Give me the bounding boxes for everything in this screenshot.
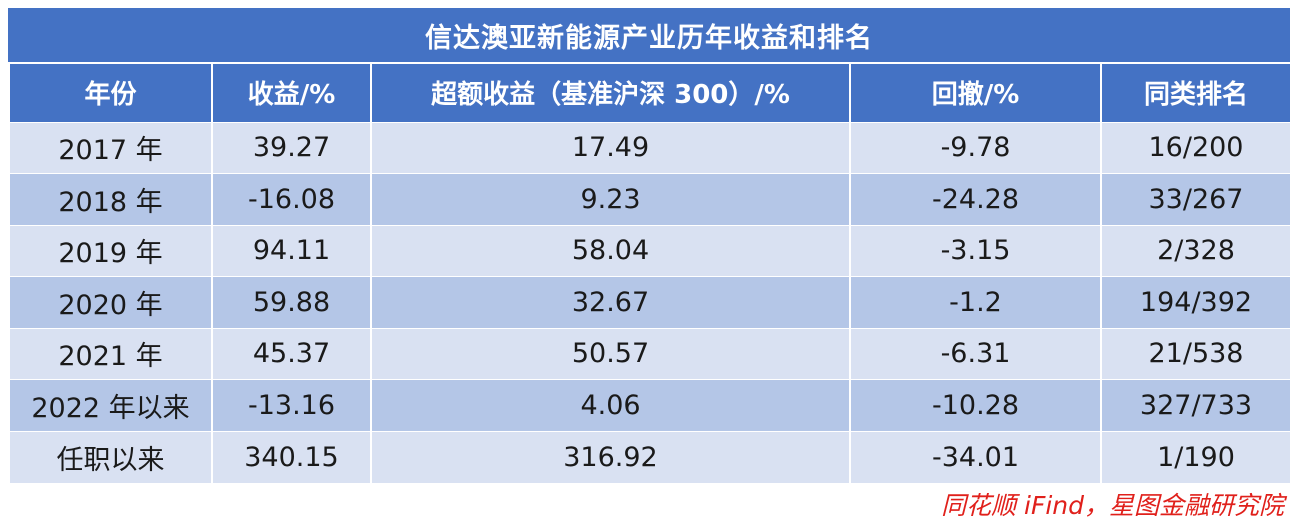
cell-drawdown: -9.78 (849, 121, 1102, 174)
table-row: 2021 年 45.37 50.57 -6.31 21/538 (8, 327, 1292, 380)
cell-excess-return: 4.06 (370, 379, 851, 431)
cell-return: -16.08 (211, 173, 372, 225)
cell-return: -13.16 (211, 379, 372, 431)
cell-excess-return: 316.92 (370, 430, 851, 483)
cell-year: 2017 年 (8, 121, 213, 174)
table-row: 任职以来 340.15 316.92 -34.01 1/190 (8, 430, 1292, 483)
cell-year: 2021 年 (8, 327, 213, 380)
table-row: 2020 年 59.88 32.67 -1.2 194/392 (8, 276, 1292, 328)
cell-peer-rank: 21/538 (1100, 327, 1292, 380)
cell-excess-return: 9.23 (370, 173, 851, 225)
cell-return: 45.37 (211, 327, 372, 380)
ranking-table-container: 信达澳亚新能源产业历年收益和排名 年份 收益/% 超额收益（基准沪深 300）/… (8, 8, 1292, 483)
cell-year: 2019 年 (8, 224, 213, 277)
source-note: 同花顺 iFind，星图金融研究院 (941, 491, 1284, 520)
ranking-table: 年份 收益/% 超额收益（基准沪深 300）/% 回撤/% 同类排名 2017 … (8, 64, 1292, 483)
cell-return: 94.11 (211, 224, 372, 277)
table-row: 2018 年 -16.08 9.23 -24.28 33/267 (8, 173, 1292, 225)
cell-year: 2022 年以来 (8, 379, 213, 431)
cell-drawdown: -24.28 (849, 173, 1102, 225)
cell-peer-rank: 16/200 (1100, 121, 1292, 174)
cell-peer-rank: 2/328 (1100, 224, 1292, 277)
header-excess-return: 超额收益（基准沪深 300）/% (370, 64, 851, 122)
cell-peer-rank: 194/392 (1100, 276, 1292, 328)
cell-drawdown: -1.2 (849, 276, 1102, 328)
cell-drawdown: -34.01 (849, 430, 1102, 483)
header-year: 年份 (8, 64, 213, 122)
header-row: 年份 收益/% 超额收益（基准沪深 300）/% 回撤/% 同类排名 (8, 64, 1292, 122)
cell-excess-return: 50.57 (370, 327, 851, 380)
cell-drawdown: -10.28 (849, 379, 1102, 431)
header-return: 收益/% (211, 64, 372, 122)
cell-peer-rank: 1/190 (1100, 430, 1292, 483)
cell-year: 2018 年 (8, 173, 213, 225)
cell-year: 任职以来 (8, 430, 213, 483)
table-row: 2019 年 94.11 58.04 -3.15 2/328 (8, 224, 1292, 277)
header-drawdown: 回撤/% (849, 64, 1102, 122)
cell-excess-return: 17.49 (370, 121, 851, 174)
table-row: 2017 年 39.27 17.49 -9.78 16/200 (8, 121, 1292, 174)
cell-drawdown: -6.31 (849, 327, 1102, 380)
cell-year: 2020 年 (8, 276, 213, 328)
cell-peer-rank: 327/733 (1100, 379, 1292, 431)
cell-excess-return: 32.67 (370, 276, 851, 328)
cell-return: 39.27 (211, 121, 372, 174)
cell-return: 59.88 (211, 276, 372, 328)
table-row: 2022 年以来 -13.16 4.06 -10.28 327/733 (8, 379, 1292, 431)
cell-excess-return: 58.04 (370, 224, 851, 277)
header-peer-rank: 同类排名 (1100, 64, 1292, 122)
cell-drawdown: -3.15 (849, 224, 1102, 277)
table-title: 信达澳亚新能源产业历年收益和排名 (8, 8, 1290, 64)
cell-peer-rank: 33/267 (1100, 173, 1292, 225)
cell-return: 340.15 (211, 430, 372, 483)
